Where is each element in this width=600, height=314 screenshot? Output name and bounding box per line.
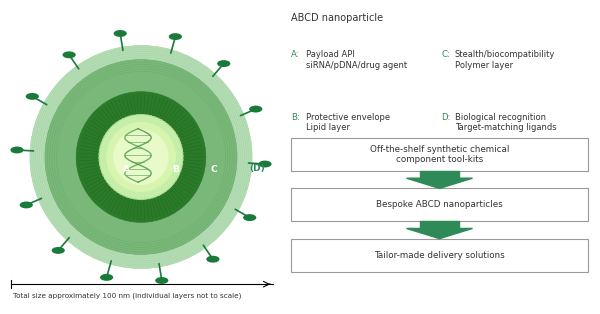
Ellipse shape (45, 60, 237, 254)
Text: Protective envelope
Lipid layer: Protective envelope Lipid layer (306, 113, 390, 133)
Circle shape (169, 33, 182, 40)
Circle shape (52, 247, 65, 254)
Text: Total size approximately 100 nm (individual layers not to scale): Total size approximately 100 nm (individ… (13, 292, 241, 299)
Circle shape (259, 160, 272, 167)
Text: A: A (122, 165, 130, 174)
Ellipse shape (107, 122, 175, 192)
Ellipse shape (30, 46, 252, 268)
Text: A:: A: (291, 50, 299, 59)
Circle shape (10, 147, 23, 154)
Text: C: C (211, 165, 218, 174)
Text: (D): (D) (249, 165, 265, 173)
Polygon shape (407, 178, 473, 188)
Ellipse shape (114, 129, 168, 185)
Circle shape (249, 106, 262, 112)
Polygon shape (420, 171, 459, 178)
FancyBboxPatch shape (291, 239, 588, 272)
Text: D:: D: (441, 113, 451, 122)
Text: Stealth/biocompatibility
Polymer layer: Stealth/biocompatibility Polymer layer (455, 50, 555, 70)
Text: Bespoke ABCD nanoparticles: Bespoke ABCD nanoparticles (376, 200, 503, 209)
Circle shape (243, 214, 256, 221)
Text: Payload API
siRNA/pDNA/drug agent: Payload API siRNA/pDNA/drug agent (306, 50, 407, 70)
Circle shape (113, 30, 127, 37)
Circle shape (100, 274, 113, 281)
Text: B:: B: (291, 113, 300, 122)
Ellipse shape (99, 115, 183, 199)
Text: ABCD nanoparticle: ABCD nanoparticle (291, 13, 383, 23)
FancyBboxPatch shape (291, 138, 588, 171)
Text: Biological recognition
Target-matching ligands: Biological recognition Target-matching l… (455, 113, 556, 133)
Polygon shape (407, 229, 473, 239)
Circle shape (20, 202, 33, 208)
FancyBboxPatch shape (291, 188, 588, 221)
Circle shape (206, 256, 220, 263)
Circle shape (155, 277, 169, 284)
Text: C:: C: (441, 50, 450, 59)
Text: Tailor-made delivery solutions: Tailor-made delivery solutions (374, 251, 505, 260)
Circle shape (217, 60, 230, 67)
Ellipse shape (76, 92, 206, 222)
Text: B: B (172, 165, 179, 174)
Circle shape (62, 51, 76, 58)
Circle shape (26, 93, 39, 100)
Polygon shape (420, 221, 459, 229)
Text: Off-the-shelf synthetic chemical
component tool-kits: Off-the-shelf synthetic chemical compone… (370, 145, 509, 164)
